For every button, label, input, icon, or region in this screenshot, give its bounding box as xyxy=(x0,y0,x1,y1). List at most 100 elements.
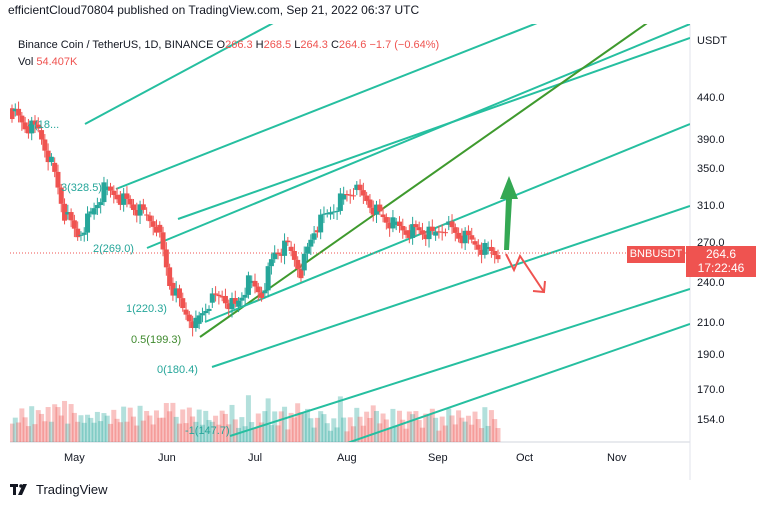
candle[interactable] xyxy=(495,249,501,263)
candle[interactable] xyxy=(482,239,488,259)
candle[interactable] xyxy=(364,191,370,205)
candle[interactable] xyxy=(180,292,186,312)
candle[interactable] xyxy=(104,179,110,196)
candle[interactable] xyxy=(176,284,182,307)
candle[interactable] xyxy=(380,207,386,223)
candle[interactable] xyxy=(403,226,409,239)
red-down-arrow[interactable] xyxy=(505,253,546,294)
candle[interactable] xyxy=(446,215,452,231)
candle[interactable] xyxy=(134,202,140,223)
candle[interactable] xyxy=(108,182,114,198)
candle[interactable] xyxy=(94,197,100,215)
candle[interactable] xyxy=(39,126,45,145)
candle[interactable] xyxy=(147,211,153,228)
channel-line-minus1[interactable] xyxy=(229,288,690,437)
candle[interactable] xyxy=(429,219,435,235)
candle[interactable] xyxy=(370,200,376,222)
channel-line-upper[interactable] xyxy=(177,37,690,220)
candle[interactable] xyxy=(252,273,258,294)
candle[interactable] xyxy=(436,225,442,239)
candle[interactable] xyxy=(35,117,41,133)
candle[interactable] xyxy=(357,179,363,197)
candle[interactable] xyxy=(291,243,297,267)
candle[interactable] xyxy=(124,186,130,208)
candle[interactable] xyxy=(321,206,327,224)
candle[interactable] xyxy=(268,253,274,275)
candle[interactable] xyxy=(101,176,107,206)
candle[interactable] xyxy=(298,263,304,282)
candle[interactable] xyxy=(157,221,163,238)
candle[interactable] xyxy=(387,217,393,237)
candle[interactable] xyxy=(475,239,481,257)
candle[interactable] xyxy=(42,134,48,158)
candle[interactable] xyxy=(406,224,412,244)
candle[interactable] xyxy=(374,200,379,224)
candle[interactable] xyxy=(439,224,445,241)
channel-line-2[interactable] xyxy=(146,24,690,249)
candle[interactable] xyxy=(167,263,173,290)
price-axis[interactable]: USDT 440.0 390.0 350.0 310.0 270.0 240.0… xyxy=(697,35,727,426)
candle[interactable] xyxy=(62,198,68,225)
candle[interactable] xyxy=(209,287,215,308)
candle[interactable] xyxy=(196,311,202,330)
candle[interactable] xyxy=(29,116,35,141)
symbol-description[interactable]: Binance Coin / TetherUS, 1D, BINANCE xyxy=(18,39,214,51)
candle[interactable] xyxy=(265,262,271,298)
candle[interactable] xyxy=(55,164,61,195)
candle[interactable] xyxy=(410,216,416,245)
candle[interactable] xyxy=(419,222,425,240)
candle[interactable] xyxy=(275,248,281,260)
candle[interactable] xyxy=(324,209,330,218)
candle[interactable] xyxy=(341,186,347,205)
candle[interactable] xyxy=(255,282,261,301)
candle[interactable] xyxy=(216,291,222,305)
green-up-arrow[interactable] xyxy=(500,176,518,250)
candle[interactable] xyxy=(308,234,314,255)
candle[interactable] xyxy=(137,200,143,224)
chart-canvas[interactable]: 4(18... 3(328.5) 2(269.0) 1(220.3) 0.5(1… xyxy=(0,24,766,480)
candle[interactable] xyxy=(452,223,458,242)
candle[interactable] xyxy=(367,194,373,214)
candle[interactable] xyxy=(465,225,471,244)
candle[interactable] xyxy=(25,118,31,139)
candle[interactable] xyxy=(153,219,159,237)
candle[interactable] xyxy=(449,214,455,234)
candle[interactable] xyxy=(259,286,265,302)
candle[interactable] xyxy=(22,116,28,134)
candle[interactable] xyxy=(219,290,225,302)
candle[interactable] xyxy=(245,271,251,299)
candle[interactable] xyxy=(111,185,117,204)
candle[interactable] xyxy=(232,290,238,308)
candlestick-series[interactable] xyxy=(10,101,501,337)
candle[interactable] xyxy=(272,245,278,263)
fib-channel[interactable] xyxy=(84,24,690,449)
candle[interactable] xyxy=(193,310,199,332)
candle[interactable] xyxy=(170,277,176,301)
candle[interactable] xyxy=(469,227,475,244)
candle[interactable] xyxy=(239,292,245,308)
candle[interactable] xyxy=(88,207,94,218)
candle[interactable] xyxy=(377,199,383,216)
tradingview-brand[interactable]: TradingView xyxy=(10,482,108,497)
candle[interactable] xyxy=(71,214,77,238)
channel-line-0[interactable] xyxy=(211,205,690,368)
candle[interactable] xyxy=(16,101,22,123)
candle[interactable] xyxy=(413,220,419,236)
candle[interactable] xyxy=(360,182,366,204)
candle[interactable] xyxy=(347,189,353,204)
candle[interactable] xyxy=(183,302,189,320)
candle[interactable] xyxy=(236,297,242,313)
candle[interactable] xyxy=(242,287,248,307)
candle[interactable] xyxy=(98,198,104,214)
candle[interactable] xyxy=(91,202,97,220)
channel-line-minus2[interactable] xyxy=(330,323,690,449)
candle[interactable] xyxy=(229,292,235,318)
candle[interactable] xyxy=(199,307,205,323)
candle[interactable] xyxy=(423,230,429,246)
candle[interactable] xyxy=(10,104,15,123)
candle[interactable] xyxy=(305,242,311,261)
candle[interactable] xyxy=(442,228,448,237)
candle[interactable] xyxy=(117,191,123,211)
candle[interactable] xyxy=(121,187,127,212)
candle[interactable] xyxy=(400,218,406,239)
